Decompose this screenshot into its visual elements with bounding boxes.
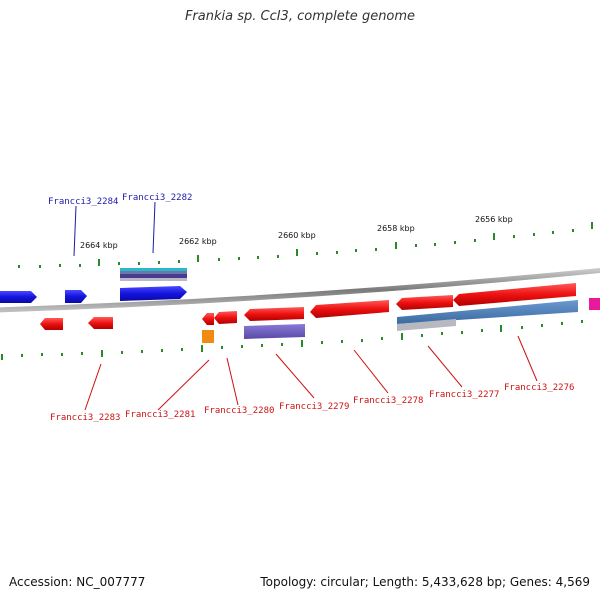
feature-band-purple (120, 274, 187, 278)
kbp-label-2656: 2656 kbp (475, 215, 513, 224)
gene-label-francci3-2280[interactable]: Francci3_2280 (204, 406, 274, 416)
gene-label-francci3-2278[interactable]: Francci3_2278 (353, 396, 423, 406)
reverse-gene-francci3-2280[interactable] (244, 307, 304, 321)
gene-label-francci3-2276[interactable]: Francci3_2276 (504, 383, 574, 393)
feature-band-slate (120, 271, 187, 274)
reverse-gene-francci3-2283a[interactable] (40, 318, 63, 330)
reverse-gene-francci3-2277[interactable] (453, 283, 576, 306)
kbp-label-2664: 2664 kbp (80, 241, 118, 250)
gene-label-francci3-2284[interactable]: Francci3_2284 (48, 197, 118, 207)
reverse-gene-francci3-2279[interactable] (310, 300, 389, 318)
genome-backbone (0, 267, 600, 313)
bottom-tick-track (1, 320, 583, 360)
gene-label-francci3-2283[interactable]: Francci3_2283 (50, 413, 120, 423)
gene-label-francci3-2281[interactable]: Francci3_2281 (125, 410, 195, 420)
reverse-gene-2281b[interactable] (214, 311, 237, 324)
reverse-gene-orange[interactable] (202, 330, 214, 343)
feature-band-steel (397, 300, 578, 324)
reverse-gene-francci3-2278[interactable] (396, 295, 453, 310)
kbp-label-2658: 2658 kbp (377, 224, 415, 233)
forward-gene-francci3-2284[interactable] (65, 290, 87, 303)
gene-label-francci3-2282[interactable]: Francci3_2282 (122, 193, 192, 203)
top-tick-track (18, 222, 593, 268)
forward-strand-genes (0, 268, 187, 303)
reverse-gene-francci3-2281[interactable] (202, 313, 214, 325)
map-title: Frankia sp. CcI3, complete genome (184, 9, 416, 24)
kbp-label-2660: 2660 kbp (278, 231, 316, 240)
feature-band-grey (120, 278, 187, 281)
genome-summary-text: Topology: circular; Length: 5,433,628 bp… (260, 575, 590, 589)
kbp-label-2662: 2662 kbp (179, 237, 217, 246)
forward-gene-left-edge[interactable] (0, 291, 37, 303)
reverse-strand-genes (40, 283, 600, 343)
feature-band-purple-2280 (244, 324, 305, 339)
reverse-gene-francci3-2283[interactable] (88, 317, 113, 329)
feature-band-cyan (120, 268, 187, 271)
label-leader-lines (73, 201, 538, 411)
accession-text: Accession: NC_007777 (9, 575, 146, 589)
feature-band-grey-2 (397, 319, 456, 331)
forward-gene-francci3-2282[interactable] (120, 286, 187, 301)
gene-label-francci3-2277[interactable]: Francci3_2277 (429, 390, 499, 400)
gene-label-francci3-2279[interactable]: Francci3_2279 (279, 402, 349, 412)
reverse-gene-magenta[interactable] (589, 298, 600, 310)
